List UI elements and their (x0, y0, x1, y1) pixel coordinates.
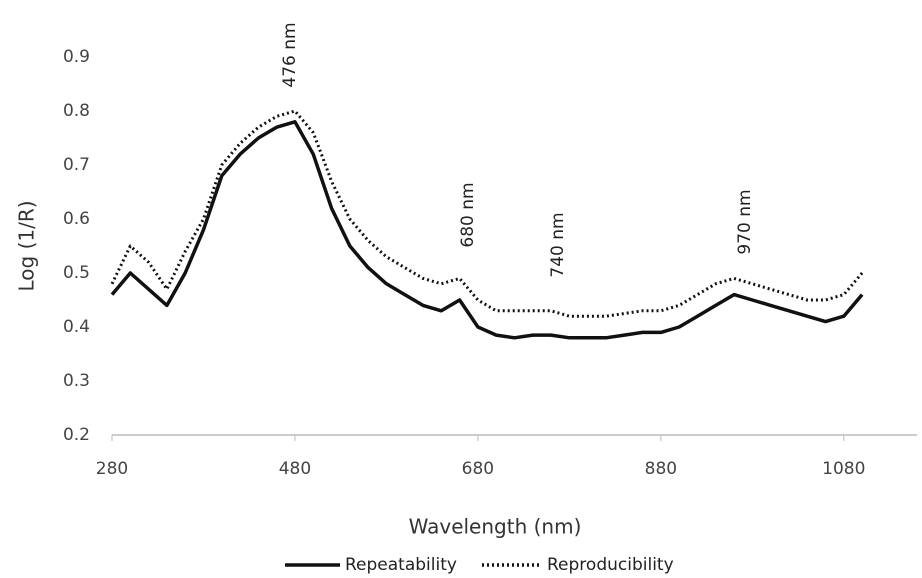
y-tick-label: 0.9 (63, 47, 90, 67)
series-line (110, 120, 864, 340)
y-tick-label: 0.5 (63, 263, 90, 283)
y-tick-label: 0.6 (63, 209, 90, 229)
x-tick-label: 480 (279, 459, 311, 479)
annotation: 740 nm (548, 212, 568, 277)
y-tick-label: 0.4 (63, 317, 90, 337)
annotation: 476 nm (280, 22, 300, 87)
x-tick-label: 680 (462, 459, 494, 479)
legend-label: Reproducibility (547, 555, 674, 575)
legend-label: Repeatability (345, 555, 457, 575)
y-tick-label: 0.8 (63, 101, 90, 121)
x-tick-label: 880 (645, 459, 677, 479)
y-tick-label: 0.3 (63, 371, 90, 391)
y-tick-label: 0.2 (63, 425, 90, 445)
y-axis-title: Log (1/R) (15, 200, 39, 291)
annotation: 970 nm (735, 189, 755, 254)
x-tick-label: 1080 (822, 459, 865, 479)
x-tick-label: 280 (96, 459, 128, 479)
y-tick-label: 0.7 (63, 155, 90, 175)
x-axis-title: Wavelength (nm) (409, 515, 582, 539)
annotation: 680 nm (458, 182, 478, 247)
